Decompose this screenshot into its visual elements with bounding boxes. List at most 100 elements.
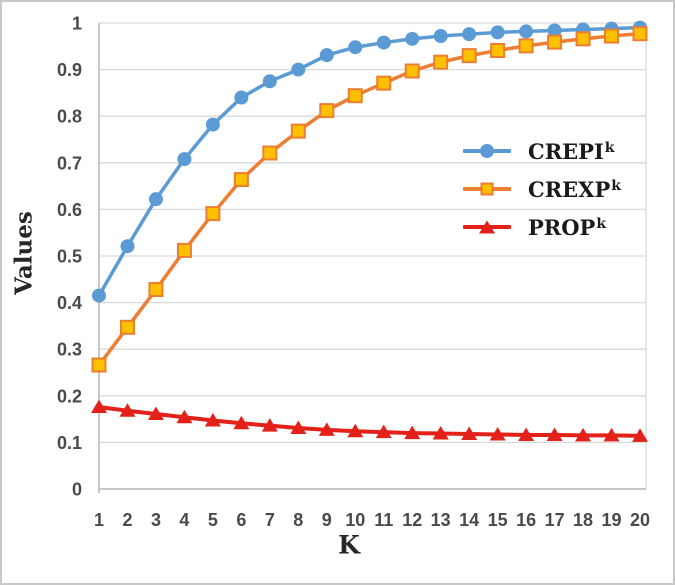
y-tick-label: 0.1 [57, 433, 82, 453]
marker-prop [204, 412, 221, 427]
marker-crepi [433, 29, 448, 44]
marker-crexp [205, 206, 221, 222]
marker-crepi [262, 74, 277, 89]
x-tick-label: 19 [602, 510, 622, 530]
x-tick-label: 12 [402, 510, 422, 530]
marker-prop [518, 427, 535, 441]
x-tick-label: 13 [431, 510, 451, 530]
marker-crexp [404, 63, 420, 79]
legend-swatch-line-square-icon [463, 176, 511, 202]
marker-crexp [319, 103, 335, 119]
marker-crexp [148, 282, 164, 298]
marker-prop [546, 427, 563, 441]
y-tick-label: 0.5 [57, 247, 82, 267]
marker-crepi [319, 48, 334, 63]
y-tick-label: 0.8 [57, 107, 82, 127]
marker-crepi [348, 40, 363, 55]
marker-prop [375, 424, 392, 439]
marker-prop [176, 409, 193, 424]
marker-crexp [490, 42, 506, 58]
y-tick-label: 0.3 [57, 340, 82, 360]
x-tick-label: 3 [151, 510, 161, 530]
marker-crexp [233, 172, 249, 188]
x-tick-label: 8 [293, 510, 303, 530]
x-axis-title: K [338, 530, 360, 560]
marker-crepi [519, 24, 534, 39]
legend-item-crexp: CREXPk [463, 176, 621, 202]
marker-crexp [461, 48, 477, 64]
marker-crepi [547, 23, 562, 38]
marker-crepi [462, 27, 477, 42]
marker-crepi [148, 192, 163, 207]
y-axis-title: Values [10, 211, 38, 295]
x-tick-label: 7 [265, 510, 275, 530]
x-tick-label: 1 [94, 510, 104, 530]
y-tick-label: 1 [72, 14, 82, 34]
marker-prop [233, 415, 250, 430]
x-tick-label: 14 [459, 510, 479, 530]
marker-crepi [205, 117, 220, 132]
marker-prop [432, 426, 449, 440]
x-tick-label: 16 [516, 510, 536, 530]
marker-crepi [234, 90, 249, 105]
legend-label-crexp: CREXPk [528, 176, 621, 202]
marker-crexp [604, 28, 620, 44]
y-tick-label: 0 [72, 480, 82, 500]
marker-prop [632, 428, 648, 442]
marker-crepi [490, 25, 505, 40]
marker-crepi [376, 35, 391, 50]
marker-prop [489, 426, 506, 441]
marker-crexp [91, 357, 107, 373]
marker-crepi [120, 239, 135, 254]
marker-crexp [547, 34, 563, 50]
marker-crepi [405, 31, 420, 46]
x-tick-label: 17 [545, 510, 565, 530]
marker-crexp [632, 26, 648, 42]
legend: CREPIk CREXPk PROPk [463, 138, 621, 252]
legend-label-prop: PROPk [528, 214, 607, 240]
legend-swatch-line-circle-icon [463, 138, 511, 164]
x-tick-label: 10 [345, 510, 365, 530]
x-tick-label: 20 [630, 510, 650, 530]
marker-crexp [433, 54, 449, 70]
marker-prop [404, 425, 421, 440]
marker-prop [603, 427, 620, 442]
marker-prop [347, 423, 364, 438]
marker-prop [575, 427, 592, 442]
legend-label-crepi: CREPIk [528, 138, 615, 164]
marker-crexp [575, 31, 591, 47]
marker-prop [290, 420, 307, 434]
x-tick-label: 9 [322, 510, 332, 530]
x-tick-label: 18 [573, 510, 593, 530]
marker-crexp [119, 319, 135, 335]
marker-crexp [376, 75, 392, 91]
marker-crepi [291, 62, 306, 77]
legend-item-prop: PROPk [463, 214, 620, 240]
x-tick-label: 2 [122, 510, 132, 530]
x-tick-label: 15 [488, 510, 508, 530]
x-tick-label: 6 [236, 510, 246, 530]
marker-crexp [176, 242, 192, 258]
marker-prop [91, 399, 107, 413]
marker-prop [261, 418, 278, 432]
legend-item-crepi: CREPIk [463, 138, 620, 164]
marker-prop [147, 406, 164, 420]
y-tick-label: 0.6 [57, 200, 82, 220]
marker-crexp [290, 123, 306, 139]
marker-crexp [518, 38, 534, 54]
marker-crexp [262, 145, 278, 161]
y-tick-label: 0.4 [57, 293, 82, 313]
y-tick-label: 0.7 [57, 153, 82, 173]
marker-crexp [347, 88, 363, 104]
x-tick-label: 4 [179, 510, 189, 530]
marker-prop [318, 422, 335, 436]
marker-crepi [92, 288, 106, 303]
marker-prop [119, 403, 136, 417]
x-tick-label: 5 [208, 510, 218, 530]
x-tick-label: 11 [374, 510, 393, 530]
marker-crepi [177, 152, 192, 167]
y-tick-label: 0.9 [57, 60, 82, 80]
